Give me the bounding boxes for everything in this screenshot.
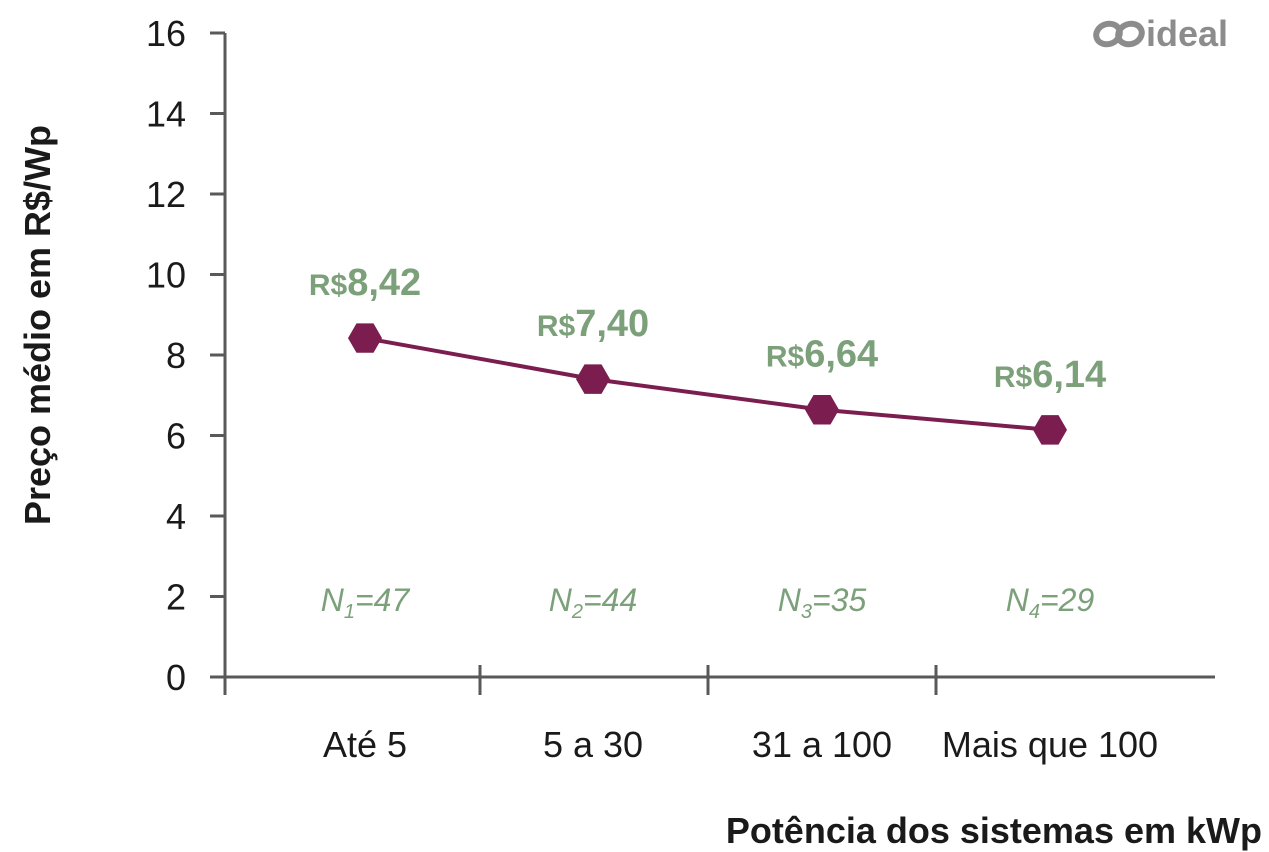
data-point-marker — [805, 395, 839, 425]
sample-size-label: N2=44 — [549, 582, 638, 623]
y-tick-label: 10 — [146, 255, 186, 296]
ideal-logo: ideal — [1093, 13, 1228, 54]
x-axis-title: Potência dos sistemas em kWp — [726, 810, 1262, 851]
sample-size-label: N4=29 — [1006, 582, 1095, 623]
data-point-marker — [576, 364, 610, 394]
data-labels: R$8,42 R$7,40 R$6,64 R$6,14 — [309, 262, 1106, 396]
y-tick-label: 0 — [166, 657, 186, 698]
sample-size-label: N3=35 — [778, 582, 867, 623]
y-tick-label: 12 — [146, 174, 186, 215]
sample-size-labels: N1=47 N2=44 N3=35 N4=29 — [321, 582, 1095, 623]
y-axis-title: Preço médio em R$/Wp — [17, 125, 58, 525]
y-tick-label: 6 — [166, 416, 186, 457]
series-line — [348, 323, 1067, 445]
y-tick-label: 14 — [146, 94, 186, 135]
data-label: R$6,64 — [766, 334, 878, 376]
y-tick-label: 8 — [166, 335, 186, 376]
data-point-marker — [348, 323, 382, 353]
y-ticks: 0 2 4 6 8 10 12 14 16 — [146, 13, 225, 698]
series-line-path — [364, 336, 1051, 432]
x-tick-label: Mais que 100 — [942, 724, 1158, 765]
data-point-marker — [1033, 415, 1067, 445]
data-label: R$7,40 — [537, 303, 649, 345]
sample-size-label: N1=47 — [321, 582, 411, 623]
x-tick-label: 31 a 100 — [752, 724, 892, 765]
y-tick-label: 2 — [166, 577, 186, 618]
infinity-icon — [1093, 20, 1145, 48]
x-tick-label: Até 5 — [323, 724, 407, 765]
x-tick-label: 5 a 30 — [543, 724, 643, 765]
logo-text: ideal — [1146, 13, 1228, 54]
x-ticks: Até 5 5 a 30 31 a 100 Mais que 100 — [223, 665, 1158, 765]
data-label: R$8,42 — [309, 262, 421, 304]
data-label: R$6,14 — [994, 354, 1106, 396]
y-tick-label: 16 — [146, 13, 186, 54]
y-tick-label: 4 — [166, 496, 186, 537]
